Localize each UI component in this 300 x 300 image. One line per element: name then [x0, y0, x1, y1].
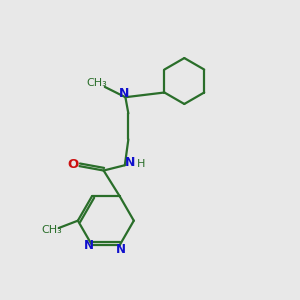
- Text: N: N: [125, 156, 135, 170]
- Text: CH₃: CH₃: [86, 78, 107, 88]
- Text: H: H: [137, 159, 145, 169]
- Text: O: O: [68, 158, 79, 171]
- Text: N: N: [84, 239, 94, 252]
- Text: N: N: [119, 87, 129, 100]
- Text: N: N: [116, 243, 126, 256]
- Text: CH₃: CH₃: [41, 225, 62, 236]
